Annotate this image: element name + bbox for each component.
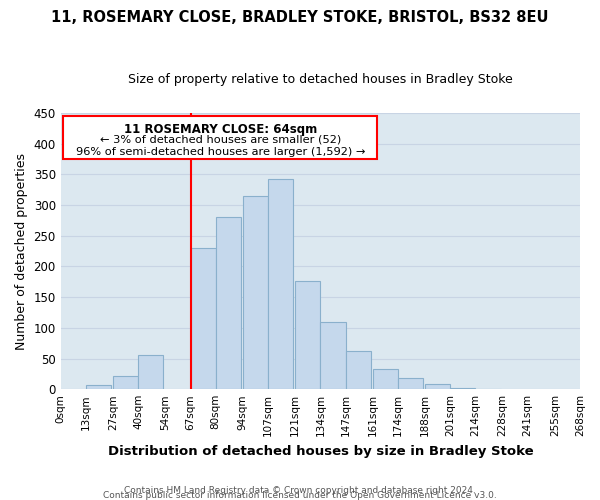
- Bar: [425, 384, 450, 389]
- FancyBboxPatch shape: [63, 116, 377, 158]
- Bar: [398, 378, 423, 389]
- Bar: [450, 388, 475, 389]
- Bar: [295, 281, 320, 389]
- Bar: [215, 218, 241, 389]
- Text: 11 ROSEMARY CLOSE: 64sqm: 11 ROSEMARY CLOSE: 64sqm: [124, 122, 317, 136]
- X-axis label: Distribution of detached houses by size in Bradley Stoke: Distribution of detached houses by size …: [107, 444, 533, 458]
- Text: Contains HM Land Registry data © Crown copyright and database right 2024.: Contains HM Land Registry data © Crown c…: [124, 486, 476, 495]
- Text: 11, ROSEMARY CLOSE, BRADLEY STOKE, BRISTOL, BS32 8EU: 11, ROSEMARY CLOSE, BRADLEY STOKE, BRIST…: [51, 10, 549, 25]
- Bar: [320, 322, 346, 389]
- Bar: [243, 196, 268, 389]
- Bar: [86, 386, 111, 389]
- Bar: [373, 369, 398, 389]
- Bar: [346, 350, 371, 389]
- Bar: [191, 248, 215, 389]
- Y-axis label: Number of detached properties: Number of detached properties: [15, 152, 28, 350]
- Bar: [138, 356, 163, 389]
- Bar: [113, 376, 138, 389]
- Bar: [475, 388, 500, 389]
- Title: Size of property relative to detached houses in Bradley Stoke: Size of property relative to detached ho…: [128, 72, 513, 86]
- Bar: [268, 178, 293, 389]
- Text: 96% of semi-detached houses are larger (1,592) →: 96% of semi-detached houses are larger (…: [76, 146, 365, 156]
- Text: Contains public sector information licensed under the Open Government Licence v3: Contains public sector information licen…: [103, 490, 497, 500]
- Text: ← 3% of detached houses are smaller (52): ← 3% of detached houses are smaller (52): [100, 134, 341, 144]
